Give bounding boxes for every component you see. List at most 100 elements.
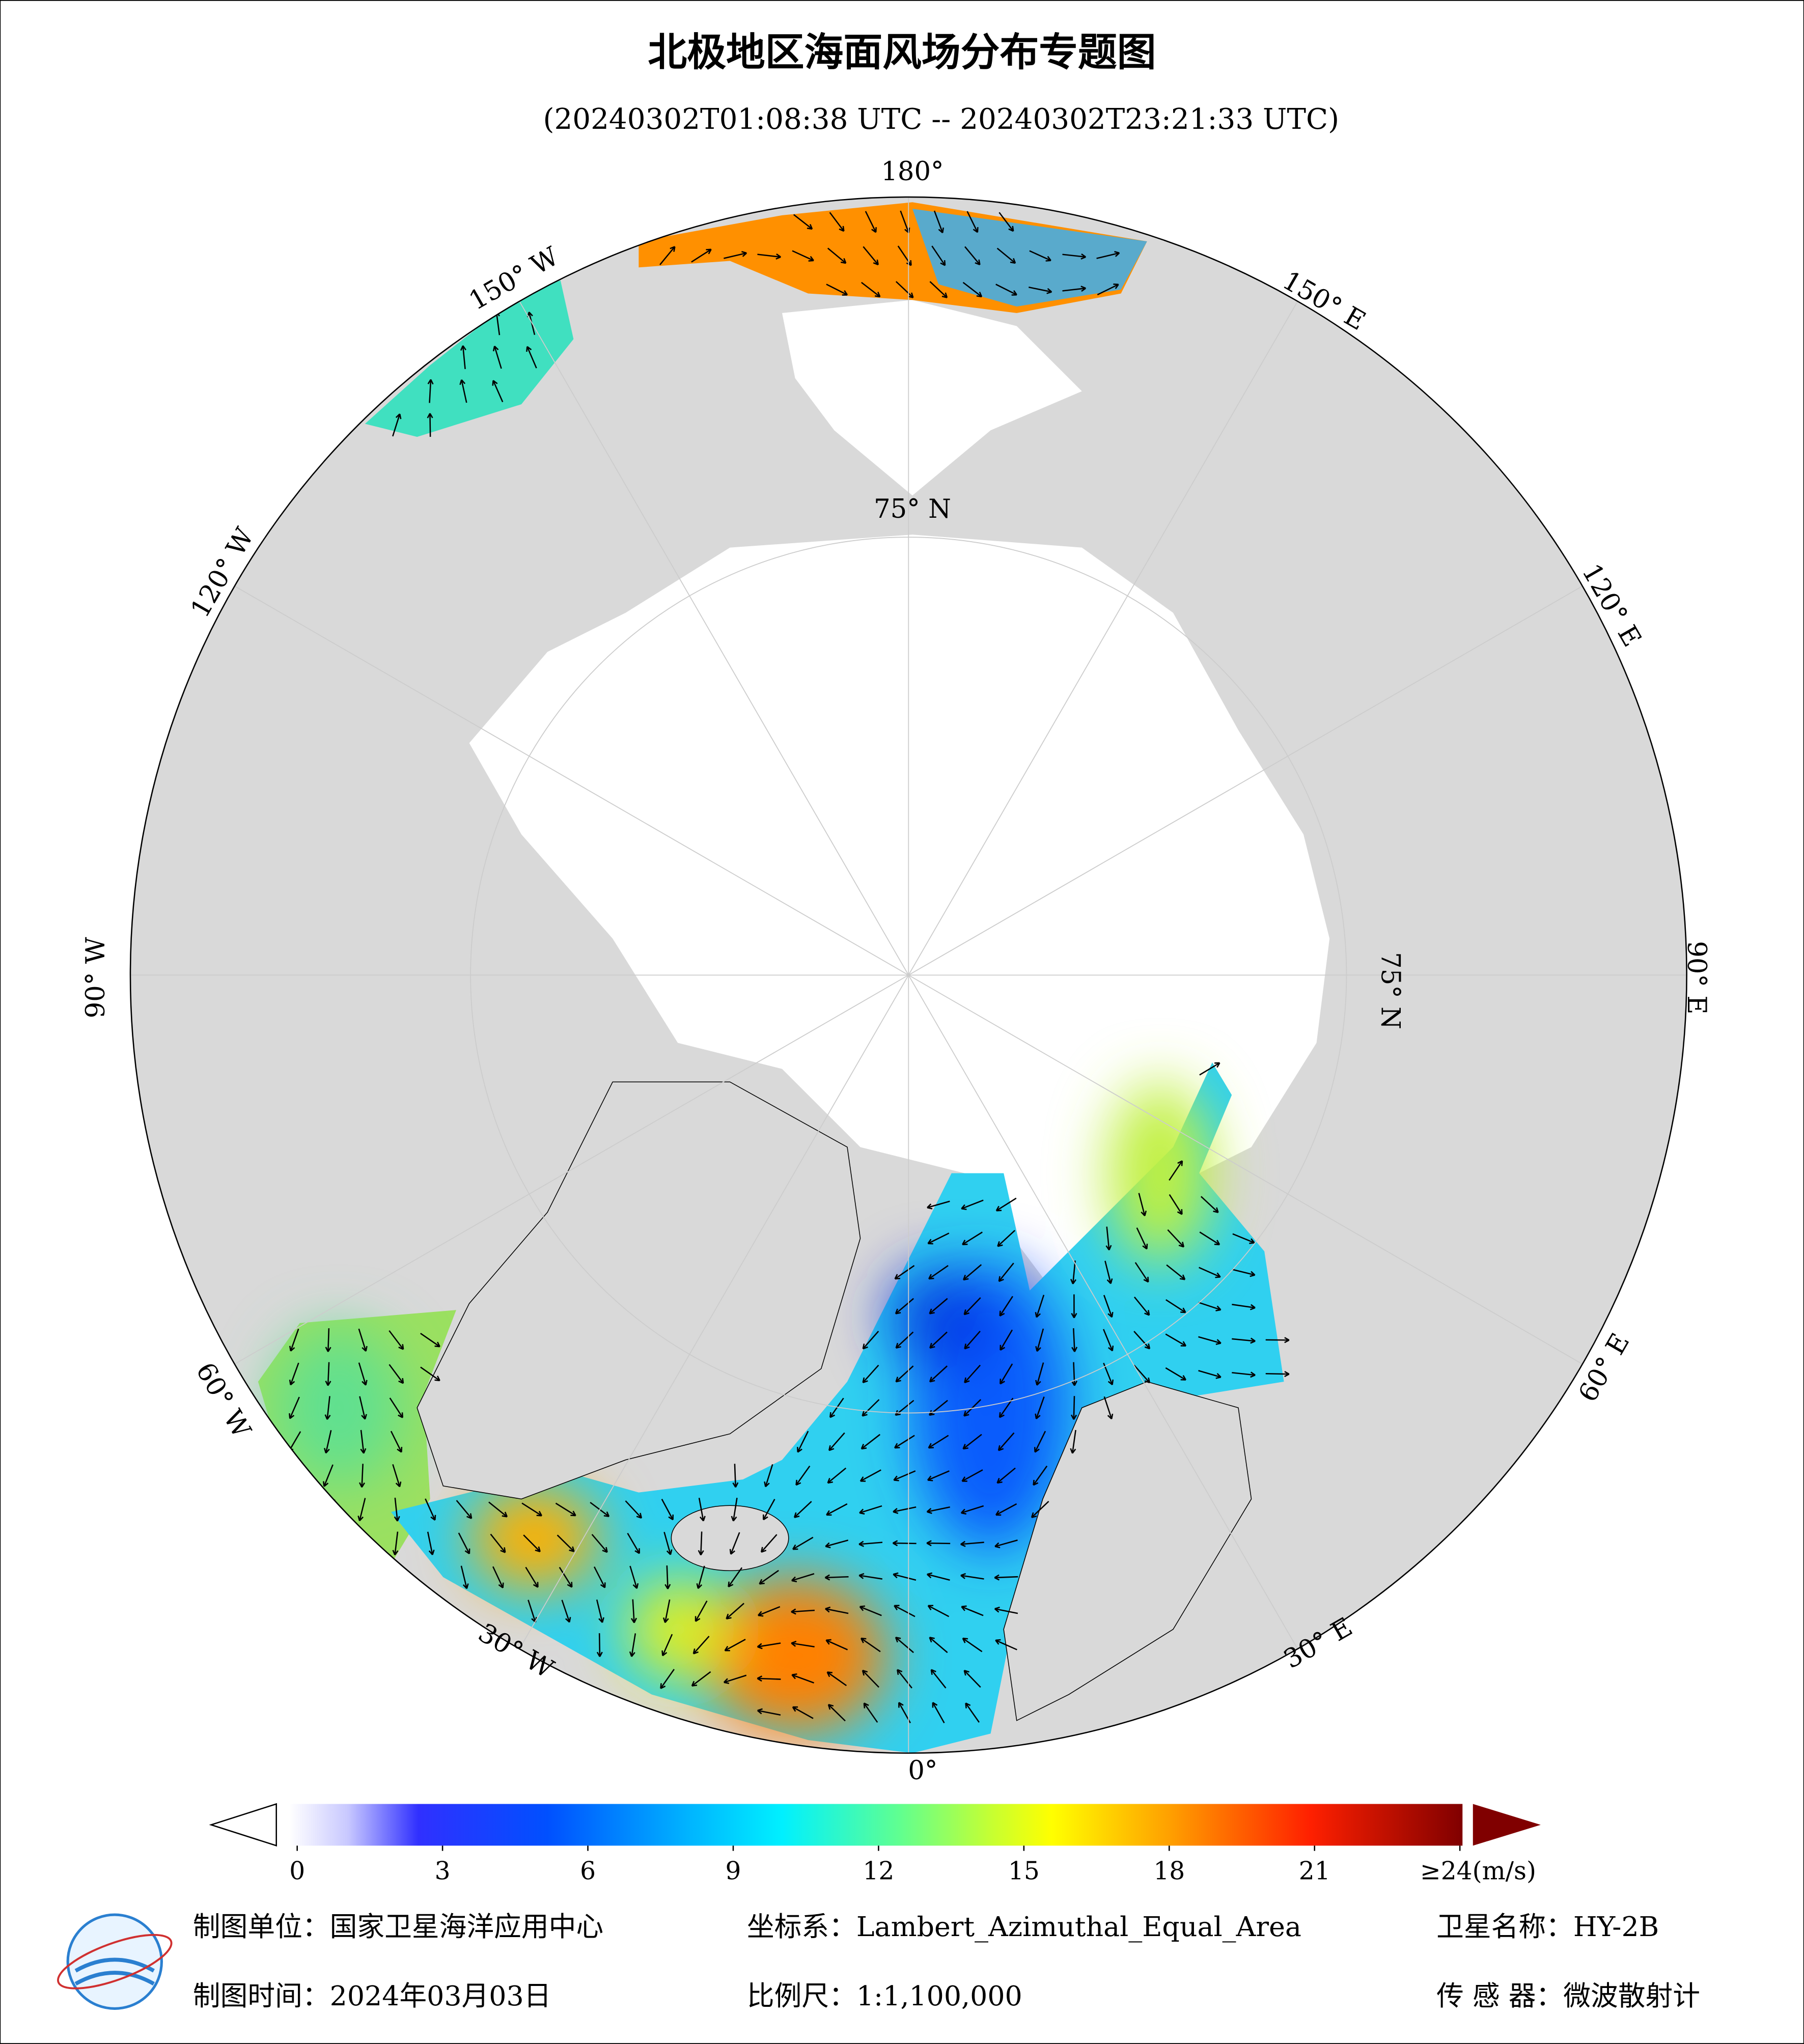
graticule (130, 197, 1687, 1753)
wind-arrow (961, 1469, 983, 1482)
wind-arrow (863, 246, 879, 266)
wind-arrow (926, 1572, 950, 1581)
meridian (234, 974, 909, 1365)
wind-arrow (724, 1638, 746, 1651)
wind-arrow (691, 1671, 711, 1687)
wind-arrow (757, 253, 782, 260)
logo (57, 1913, 173, 2010)
wind-arrow (323, 1464, 334, 1487)
wind-arrow (963, 1297, 981, 1315)
wind-arrow (1103, 1329, 1114, 1352)
wind-arrow (859, 1505, 882, 1515)
wind-arrow (1103, 1295, 1114, 1318)
wind-arrow (1034, 1431, 1046, 1453)
wind-arrow (895, 1636, 914, 1654)
wind-arrow (797, 1431, 809, 1453)
wind-arrow (1062, 253, 1087, 260)
wind-arrow (893, 1506, 917, 1514)
iceland (671, 1505, 789, 1572)
colorbar-tick-label: 9 (726, 1857, 741, 1886)
wind-arrow (995, 1639, 1017, 1650)
footer-item: 制图时间：2024年03月03日 (193, 1980, 551, 2012)
wind-arrow (359, 1396, 367, 1420)
wind-arrow (792, 1706, 814, 1719)
wind-arrow (961, 1199, 984, 1210)
colorbar-over (1473, 1804, 1541, 1846)
wind-arrow (926, 1506, 950, 1514)
wind-arrow (695, 1600, 708, 1622)
wind-arrow (1198, 1370, 1222, 1379)
wind-arrow (492, 345, 502, 369)
wind-arrow (358, 1328, 368, 1352)
wind-arrow (792, 1536, 814, 1550)
wind-arrow (526, 346, 537, 369)
wind-arrow (561, 1600, 571, 1623)
wind-arrow (1033, 1465, 1048, 1486)
wind-arrow (929, 1365, 948, 1383)
wind-arrow (427, 413, 433, 437)
wind-arrow (696, 1565, 705, 1589)
wind-arrow (996, 247, 1016, 264)
latitude-label: 75° N (874, 494, 951, 524)
wind-arrow (929, 281, 948, 298)
wind-arrow (963, 1399, 982, 1417)
wind-arrow (662, 1599, 671, 1623)
wind-arrow (927, 1470, 950, 1481)
wind-arrow (1232, 1371, 1256, 1378)
wind-arrow (427, 379, 434, 403)
wind-arrow (997, 1432, 1015, 1451)
meridian (908, 301, 1298, 975)
wind-arrow (389, 1397, 404, 1418)
wind-arrow (1031, 1501, 1049, 1518)
wind-arrow (559, 1566, 573, 1588)
wind-arrow (933, 210, 944, 234)
wind-arrow (827, 247, 847, 264)
wind-arrow (1070, 1260, 1076, 1284)
wind-arrow (1103, 1396, 1114, 1420)
wind-arrow (629, 1565, 639, 1589)
wind-arrow (995, 284, 1017, 296)
wind-arrow (894, 1435, 915, 1449)
wind-arrow (1169, 1194, 1183, 1215)
wind-arrow (392, 1464, 402, 1488)
wind-arrow (893, 1470, 916, 1481)
wind-arrow (1199, 1231, 1220, 1246)
meridian (908, 585, 1583, 976)
greenland (417, 1081, 861, 1500)
wind-arrow (997, 1229, 1016, 1247)
wind-arrow (927, 1233, 950, 1245)
wind-arrow (729, 1532, 740, 1555)
colorbar-tick-label: 12 (863, 1857, 894, 1886)
wind-arrow (723, 1674, 747, 1684)
wind-arrow (360, 1430, 367, 1454)
wind-arrow (929, 1636, 948, 1654)
wind-arrow (1165, 1333, 1187, 1347)
wind-arrow (964, 1330, 981, 1350)
longitude-label: 90° E (1681, 941, 1712, 1014)
wind-arrow (826, 1503, 848, 1516)
wind-arrow (661, 1634, 673, 1657)
footer-item: 坐标系：Lambert_Azimuthal_Equal_Area (747, 1911, 1301, 1943)
wind-arrow (825, 1539, 849, 1549)
wind-arrow (664, 1565, 671, 1589)
wind-arrow (523, 1534, 541, 1553)
wind-arrow (862, 1331, 879, 1350)
wind-arrow (862, 1669, 879, 1688)
wind-arrow (998, 212, 1014, 232)
wind-arrow (456, 1500, 473, 1519)
wind-arrow (1200, 1196, 1219, 1213)
wind-arrow (892, 1540, 917, 1547)
wind-arrow (862, 1399, 880, 1417)
wind-arrow (625, 1500, 643, 1519)
wind-arrow (758, 1606, 781, 1617)
wind-arrow (490, 1533, 506, 1553)
wind-arrow (863, 1702, 878, 1723)
wind-arrow (858, 1573, 883, 1580)
wind-arrow (698, 1531, 704, 1556)
wind-arrow (492, 1566, 504, 1588)
wind-arrow (392, 413, 402, 437)
map (130, 197, 1687, 1753)
wind-arrow (358, 1464, 366, 1488)
wind-arrow (828, 1432, 845, 1451)
